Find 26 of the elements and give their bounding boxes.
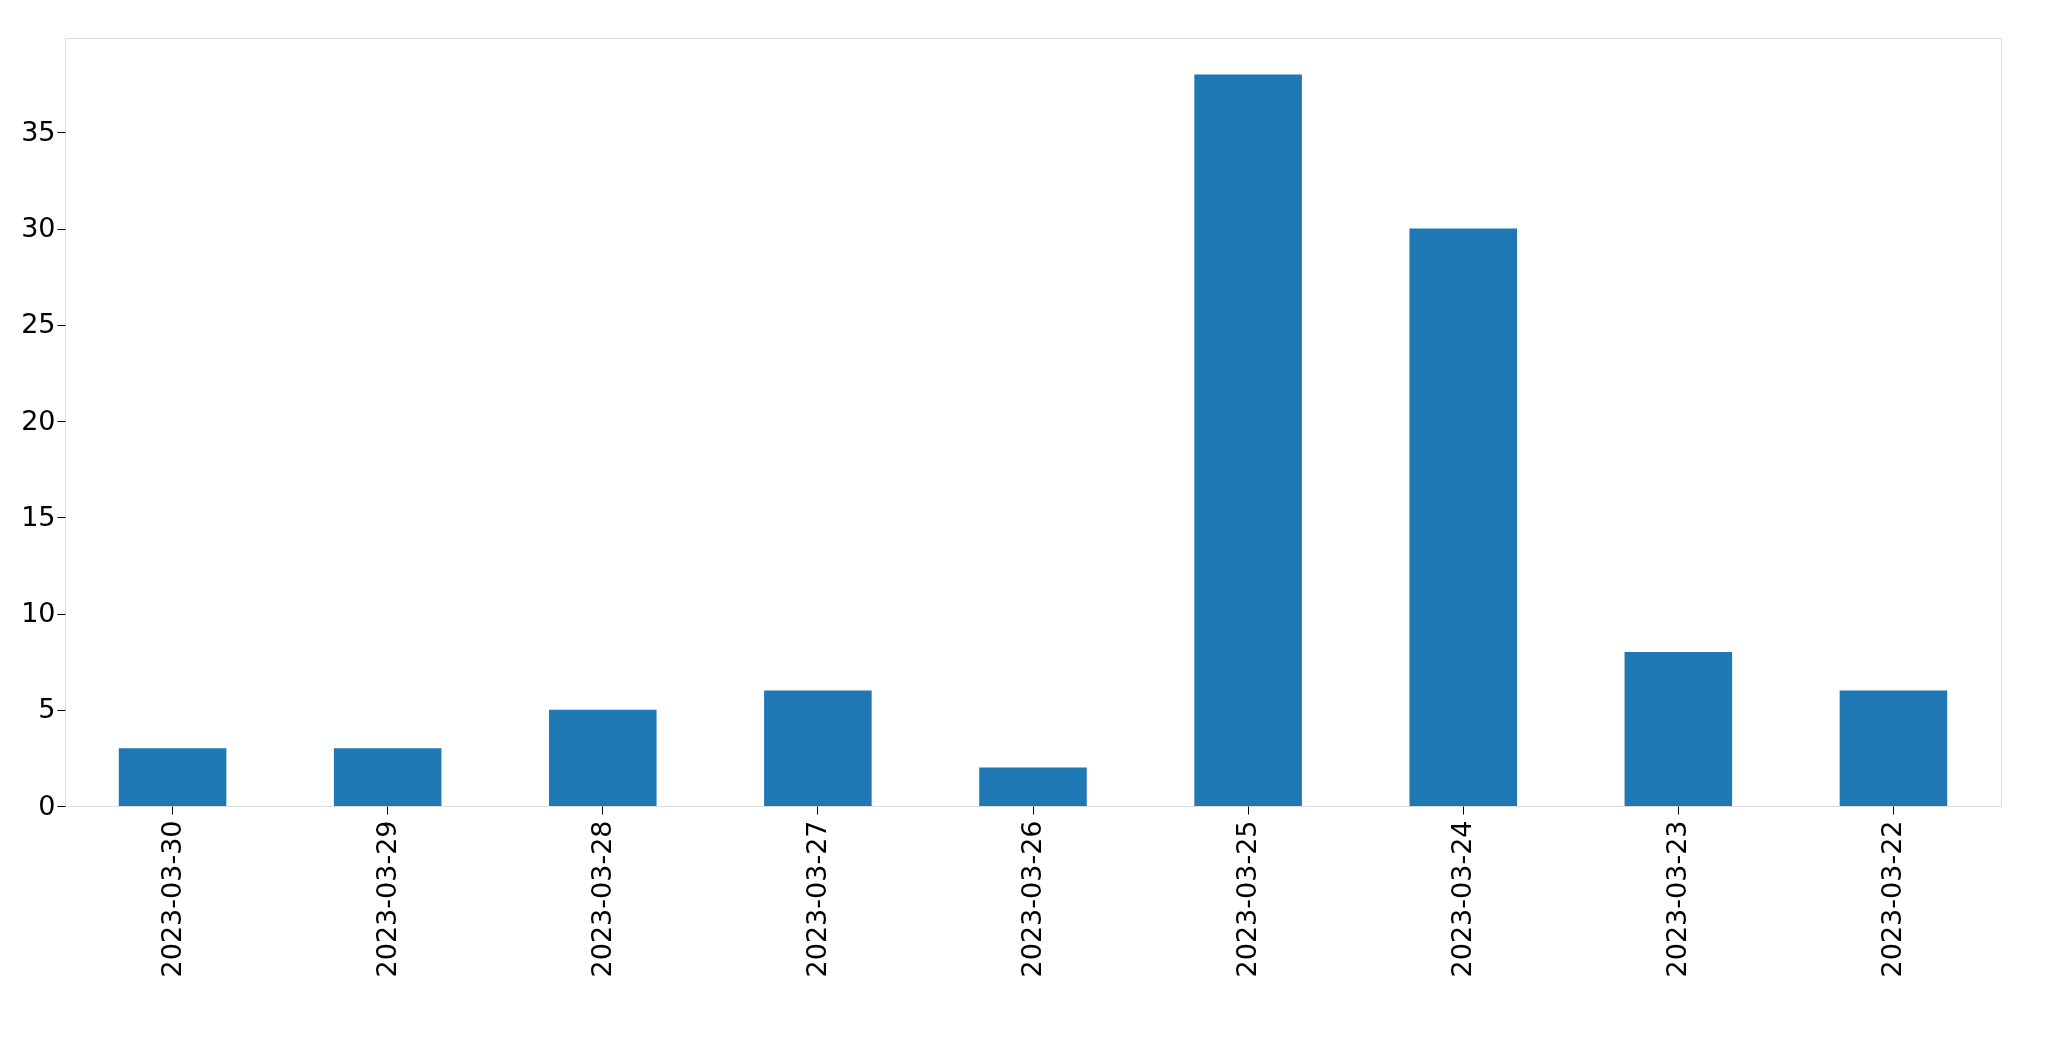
x-tick-label: 2023-03-24 — [1446, 820, 1478, 978]
y-tick-label: 0 — [38, 789, 56, 821]
bar — [1624, 652, 1733, 806]
bar — [1194, 74, 1302, 806]
y-tick-label: 10 — [21, 597, 56, 629]
y-tick-label: 35 — [21, 115, 56, 147]
x-tick-label: 2023-03-23 — [1661, 820, 1693, 978]
bar — [764, 690, 872, 806]
bar — [1839, 690, 1948, 806]
y-tick-label: 5 — [38, 693, 56, 725]
bar — [1409, 228, 1517, 806]
x-tick-label: 2023-03-25 — [1231, 820, 1263, 978]
bar — [979, 767, 1087, 806]
y-tick-label: 30 — [21, 212, 56, 244]
bar — [333, 748, 442, 806]
x-tick-label: 2023-03-28 — [585, 820, 617, 978]
x-tick-label: 2023-03-26 — [1016, 820, 1047, 978]
bar — [118, 748, 227, 806]
y-tick-label: 25 — [21, 308, 56, 340]
bar — [549, 709, 657, 806]
x-tick-label: 2023-03-22 — [1876, 820, 1908, 978]
x-tick-label: 2023-03-29 — [370, 820, 402, 978]
x-tick-label: 2023-03-30 — [155, 820, 187, 978]
y-tick-label: 20 — [21, 404, 56, 436]
y-tick-label: 15 — [21, 500, 56, 532]
x-tick-label: 2023-03-27 — [800, 820, 832, 978]
